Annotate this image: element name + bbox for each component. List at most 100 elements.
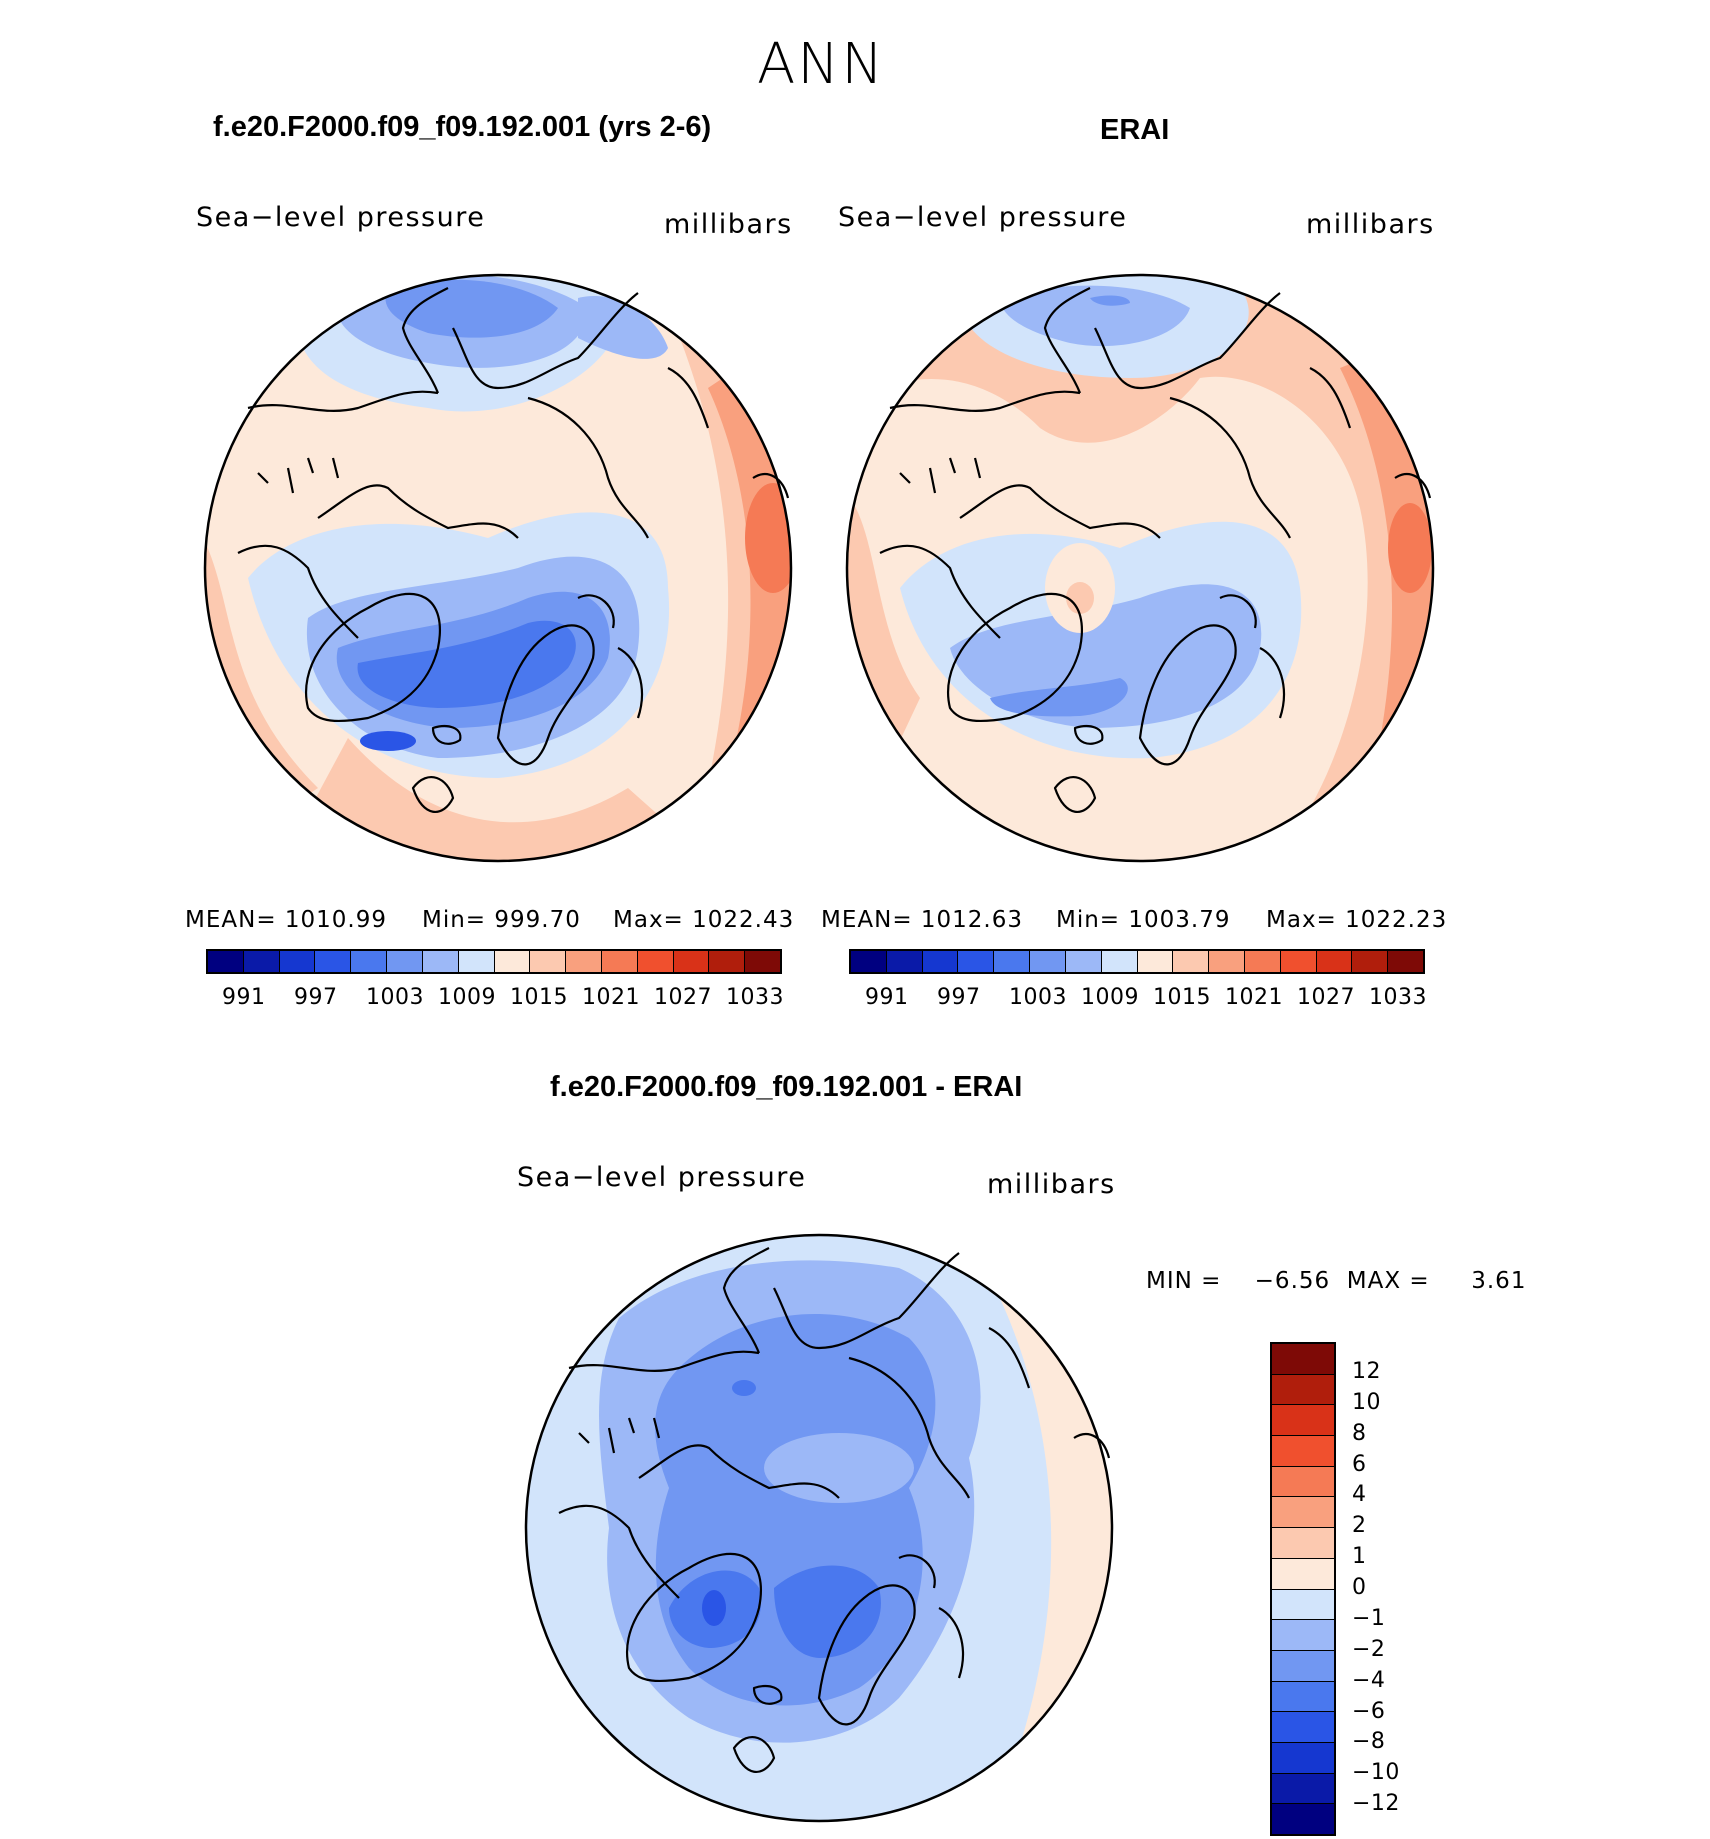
colorbar-swatch	[994, 951, 1031, 972]
panel3-colorbar	[1270, 1342, 1336, 1836]
colorbar-swatch	[1316, 951, 1353, 972]
figure-title: ANN	[757, 32, 886, 97]
colorbar-swatch	[709, 951, 746, 972]
colorbar-swatch	[1272, 1712, 1334, 1743]
colorbar-swatch	[243, 951, 280, 972]
colorbar-swatch	[745, 951, 780, 972]
panel2-map	[845, 273, 1435, 863]
colorbar-swatch	[1101, 951, 1138, 972]
colorbar-swatch	[922, 951, 959, 972]
colorbar-tick-label: 1003	[366, 985, 424, 1010]
colorbar-tick-label: 1	[1352, 1544, 1367, 1570]
colorbar-swatch	[566, 951, 602, 972]
colorbar-tick-label: 8	[1352, 1420, 1367, 1446]
colorbar-swatch	[1244, 951, 1281, 972]
colorbar-swatch	[673, 951, 710, 972]
panel2-mean: MEAN= 1012.63	[821, 907, 1024, 933]
panel1-mean: MEAN= 1010.99	[185, 907, 388, 933]
panel2-min: Min= 1003.79	[1056, 907, 1231, 933]
panel2-max: Max= 1022.23	[1266, 907, 1448, 933]
colorbar-tick-label: 1033	[1369, 985, 1427, 1010]
colorbar-swatch	[851, 951, 887, 972]
colorbar-swatch	[1272, 1466, 1334, 1498]
colorbar-swatch	[387, 951, 423, 972]
colorbar-tick-label: 1033	[726, 985, 784, 1010]
colorbar-tick-label: 6	[1352, 1451, 1367, 1477]
colorbar-swatch	[530, 951, 567, 972]
colorbar-swatch	[1272, 1405, 1334, 1437]
colorbar-swatch	[601, 951, 638, 972]
colorbar-tick-label: 1009	[438, 985, 496, 1010]
colorbar-swatch	[1272, 1558, 1334, 1590]
colorbar-swatch	[1272, 1344, 1334, 1375]
panel1-units-label: millibars	[664, 209, 793, 240]
colorbar-tick-label: 2	[1352, 1513, 1367, 1539]
colorbar-swatch	[351, 951, 388, 972]
colorbar-swatch	[1272, 1804, 1334, 1834]
colorbar-swatch	[1065, 951, 1102, 972]
panel1-colorbar	[206, 949, 782, 974]
panel3-units-label: millibars	[987, 1169, 1116, 1200]
colorbar-tick-label: 997	[937, 985, 981, 1010]
colorbar-tick-label: 991	[222, 985, 266, 1010]
colorbar-swatch	[1272, 1589, 1334, 1621]
colorbar-swatch	[494, 951, 531, 972]
panel2-variable-label: Sea−level pressure	[838, 202, 1128, 233]
colorbar-swatch	[1272, 1620, 1334, 1651]
colorbar-tick-label: 997	[294, 985, 338, 1010]
colorbar-swatch	[1272, 1742, 1334, 1774]
colorbar-tick-label: 1021	[1225, 985, 1283, 1010]
panel1-variable-label: Sea−level pressure	[196, 202, 486, 233]
panel1-min: Min= 999.70	[422, 907, 581, 933]
colorbar-tick-label: 1015	[510, 985, 568, 1010]
colorbar-swatch	[1280, 951, 1317, 972]
colorbar-swatch	[637, 951, 674, 972]
colorbar-tick-label: 1021	[582, 985, 640, 1010]
colorbar-swatch	[315, 951, 352, 972]
colorbar-swatch	[1030, 951, 1066, 972]
colorbar-tick-label: −2	[1352, 1636, 1386, 1662]
colorbar-swatch	[1388, 951, 1423, 972]
colorbar-swatch	[1272, 1650, 1334, 1682]
colorbar-tick-label: 1015	[1153, 985, 1211, 1010]
colorbar-tick-label: −6	[1352, 1698, 1386, 1724]
colorbar-tick-label: 4	[1352, 1482, 1367, 1508]
colorbar-swatch	[1173, 951, 1210, 972]
colorbar-swatch	[1352, 951, 1389, 972]
colorbar-swatch	[1272, 1773, 1334, 1805]
colorbar-swatch	[958, 951, 995, 972]
panel3-variable-label: Sea−level pressure	[517, 1162, 807, 1193]
colorbar-swatch	[1137, 951, 1174, 972]
colorbar-tick-label: 991	[865, 985, 909, 1010]
colorbar-swatch	[1272, 1528, 1334, 1559]
colorbar-tick-label: 0	[1352, 1575, 1367, 1600]
colorbar-tick-label: −10	[1352, 1760, 1400, 1786]
colorbar-swatch	[458, 951, 495, 972]
colorbar-tick-label: 1027	[654, 985, 712, 1010]
colorbar-swatch	[1272, 1681, 1334, 1713]
panel1-max: Max= 1022.43	[613, 907, 795, 933]
colorbar-swatch	[1272, 1436, 1334, 1467]
panel1-map	[203, 273, 793, 863]
colorbar-tick-label: −8	[1352, 1729, 1386, 1755]
panel2-colorbar	[849, 949, 1425, 974]
colorbar-tick-label: 10	[1352, 1389, 1381, 1415]
colorbar-swatch	[1272, 1374, 1334, 1406]
panel3-title: f.e20.F2000.f09_f09.192.001 - ERAI	[550, 1071, 1023, 1103]
panel3-minmax: MIN = −6.56 MAX = 3.61	[1146, 1268, 1527, 1294]
colorbar-tick-label: 12	[1352, 1358, 1381, 1384]
colorbar-swatch	[208, 951, 244, 972]
panel3-map	[524, 1233, 1114, 1823]
colorbar-tick-label: 1009	[1081, 985, 1139, 1010]
panel2-title: ERAI	[1100, 114, 1170, 146]
panel2-units-label: millibars	[1306, 209, 1435, 240]
colorbar-tick-label: −1	[1352, 1605, 1386, 1631]
colorbar-tick-label: −12	[1352, 1791, 1400, 1817]
colorbar-swatch	[886, 951, 923, 972]
colorbar-tick-label: −4	[1352, 1667, 1386, 1693]
colorbar-swatch	[279, 951, 316, 972]
colorbar-swatch	[1272, 1497, 1334, 1529]
panel1-title: f.e20.F2000.f09_f09.192.001 (yrs 2-6)	[213, 111, 712, 143]
colorbar-swatch	[1209, 951, 1245, 972]
colorbar-tick-label: 1003	[1009, 985, 1067, 1010]
